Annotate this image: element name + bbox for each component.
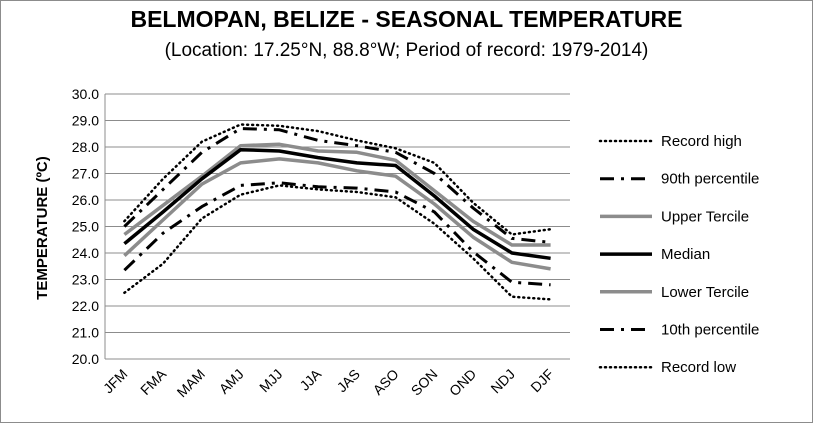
y-tick-label: 23.0 bbox=[72, 272, 99, 288]
series-lines bbox=[123, 123, 552, 301]
chart-subtitle: (Location: 17.25°N, 88.8°W; Period of re… bbox=[164, 40, 649, 61]
x-tick-label: MJJ bbox=[256, 366, 285, 395]
legend: Record high 90th percentile Upper Tercile M… bbox=[598, 133, 759, 376]
y-tick-label: 24.0 bbox=[72, 245, 99, 261]
x-axis-ticks: JFM FMA MAM AMJ MJJ JJA JAS ASO SON OND NDJ DJF bbox=[100, 365, 557, 400]
x-tick-label: JAS bbox=[334, 366, 363, 395]
chart-title: BELMOPAN, BELIZE - SEASONAL TEMPERATURE bbox=[130, 6, 683, 32]
y-tick-label: 28.0 bbox=[72, 139, 99, 155]
legend-label: Record low bbox=[661, 359, 736, 376]
legend-label: Lower Tercile bbox=[661, 284, 749, 301]
y-tick-label: 22.0 bbox=[72, 298, 99, 314]
legend-label: Record high bbox=[661, 133, 742, 150]
y-tick-label: 30.0 bbox=[72, 86, 99, 102]
legend-label: Median bbox=[661, 246, 710, 263]
series-line-record-low bbox=[123, 184, 552, 301]
x-tick-label: FMA bbox=[137, 365, 170, 398]
legend-label: Upper Tercile bbox=[661, 208, 749, 225]
y-tick-label: 29.0 bbox=[72, 113, 99, 129]
legend-label: 90th percentile bbox=[661, 171, 759, 188]
x-tick-label: NDJ bbox=[487, 366, 518, 397]
series-line-90th-percentile bbox=[123, 127, 551, 244]
x-tick-label: DJF bbox=[527, 366, 556, 395]
y-tick-label: 25.0 bbox=[72, 219, 99, 235]
y-tick-label: 27.0 bbox=[72, 166, 99, 182]
x-tick-label: JFM bbox=[100, 366, 131, 397]
series-line-record-high bbox=[123, 123, 552, 236]
y-tick-label: 20.0 bbox=[72, 351, 99, 367]
x-tick-label: ASO bbox=[370, 366, 402, 398]
series-line-10th-percentile bbox=[123, 181, 551, 287]
x-tick-label: OND bbox=[446, 366, 479, 399]
y-axis-label: TEMPERATURE (ºC) bbox=[34, 156, 51, 300]
x-tick-label: MAM bbox=[174, 366, 208, 400]
legend-label: 10th percentile bbox=[661, 322, 759, 339]
series-line-lower-tercile bbox=[123, 157, 551, 271]
x-tick-label: SON bbox=[408, 366, 441, 399]
y-tick-label: 26.0 bbox=[72, 192, 99, 208]
x-tick-label: AMJ bbox=[216, 366, 247, 397]
gridlines bbox=[104, 93, 570, 360]
x-tick-label: JJA bbox=[296, 365, 324, 393]
y-axis-ticks: 20.0 21.0 22.0 23.0 24.0 25.0 26.0 27.0 28.0 29.0… bbox=[72, 86, 99, 367]
series-line-median bbox=[123, 147, 551, 261]
series-line-upper-tercile bbox=[123, 142, 551, 247]
y-tick-label: 21.0 bbox=[72, 325, 99, 341]
